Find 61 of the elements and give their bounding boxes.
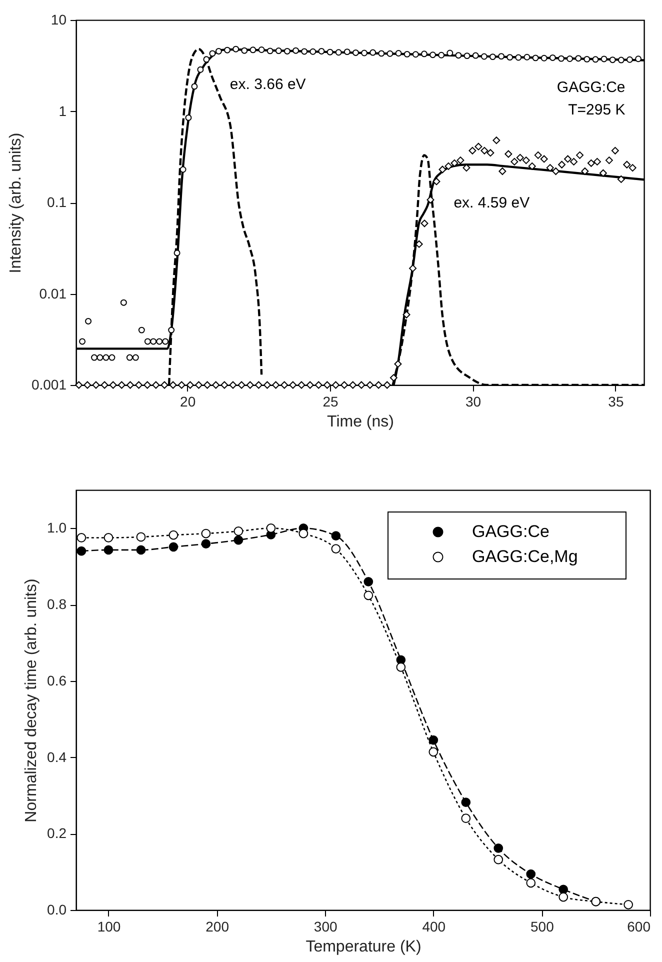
y-tick-label: 0.8 — [47, 596, 67, 612]
point — [494, 843, 504, 853]
point — [558, 884, 568, 894]
y-tick-label: 1 — [58, 102, 67, 119]
point — [266, 524, 276, 533]
x-tick-label: 600 — [627, 918, 651, 934]
x-tick-label: 100 — [97, 918, 121, 934]
annotation: ex. 3.66 eV — [230, 76, 306, 93]
point — [136, 545, 146, 555]
y-tick-label: 0.0 — [47, 902, 67, 918]
y-tick-label: 1.0 — [47, 520, 67, 536]
point — [364, 576, 374, 586]
point — [331, 544, 341, 554]
annotation: T=295 K — [568, 101, 626, 118]
x-tick-label: 20 — [180, 394, 196, 410]
point — [526, 869, 536, 879]
legend-label: GAGG:Ce — [472, 522, 550, 541]
x-tick-label: 500 — [530, 918, 554, 934]
x-tick-label: 25 — [322, 394, 339, 410]
y-axis-title: Intensity (arb. units) — [7, 132, 24, 274]
x-tick-label: 30 — [465, 394, 482, 410]
point — [331, 531, 341, 540]
y-tick-label: 0.6 — [47, 672, 67, 688]
point — [234, 526, 244, 536]
x-axis-title: Temperature (K) — [306, 938, 422, 956]
point — [494, 854, 504, 864]
point — [428, 735, 438, 745]
point — [428, 747, 438, 757]
x-axis-title: Time (ns) — [327, 414, 394, 430]
point — [558, 892, 568, 902]
y-axis-title: Normalized decay time (arb. units) — [23, 578, 40, 822]
y-tick-label: 0.2 — [47, 825, 67, 842]
legend-label: GAGG:Ce,Mg — [472, 547, 578, 566]
x-tick-label: 300 — [314, 918, 338, 934]
point — [201, 528, 211, 538]
point — [76, 533, 86, 542]
point — [104, 545, 114, 555]
x-tick-label: 400 — [422, 918, 446, 934]
y-tick-label: 0.1 — [47, 194, 67, 210]
y-tick-label: 0.01 — [39, 285, 67, 302]
point — [76, 546, 86, 556]
x-tick-label: 200 — [206, 918, 230, 934]
point — [234, 535, 244, 545]
point — [201, 539, 211, 549]
x-tick-label: 35 — [608, 394, 624, 410]
annotation: ex. 4.59 eV — [454, 194, 530, 212]
y-tick-label: 0.4 — [47, 748, 67, 765]
y-tick-label: 10 — [50, 12, 67, 28]
point — [168, 530, 178, 540]
point — [168, 542, 178, 552]
point — [104, 533, 114, 542]
point — [396, 662, 406, 672]
point — [461, 798, 471, 807]
point — [624, 900, 634, 910]
point — [364, 590, 374, 600]
point — [136, 532, 146, 542]
annotation: GAGG:Ce — [556, 78, 626, 96]
y-tick-label: 0.001 — [31, 376, 67, 392]
point — [461, 814, 471, 824]
point — [298, 528, 308, 538]
point — [526, 878, 536, 888]
